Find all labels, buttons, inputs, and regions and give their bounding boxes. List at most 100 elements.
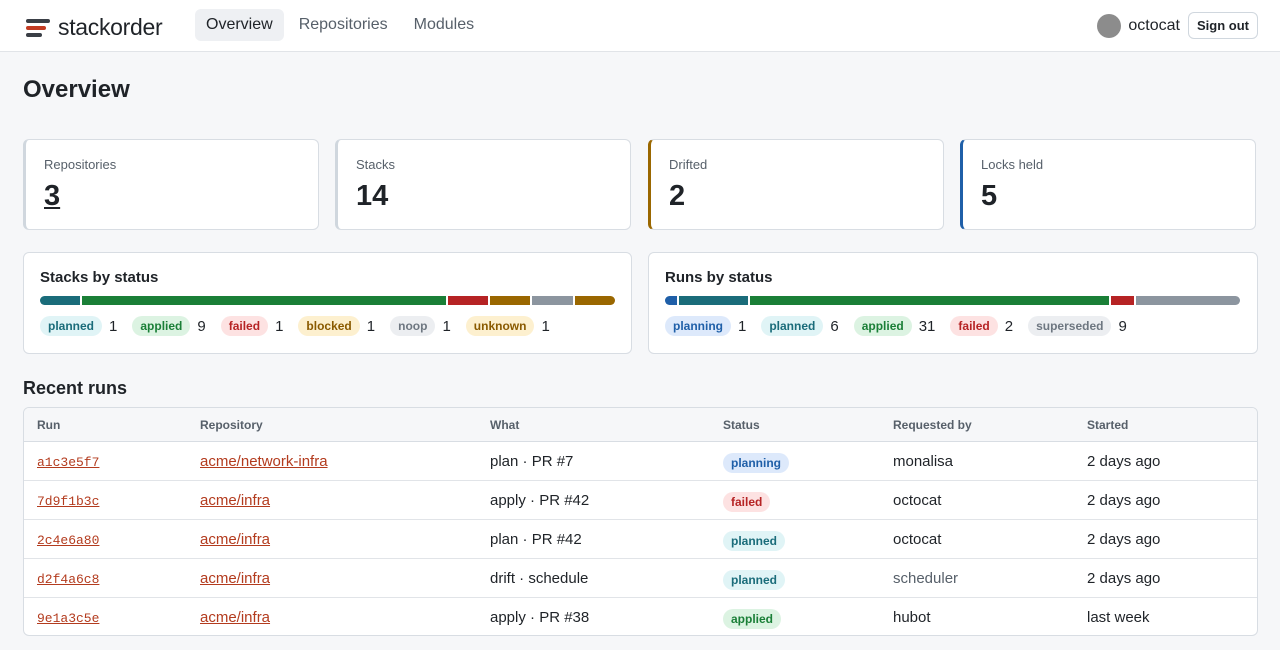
status-count: 6 [830,317,839,335]
status-count: 9 [197,317,206,335]
status-count: 1 [109,317,118,335]
table-row: 9e1a3c5e acme/infra apply · PR #38 applied h… [24,598,1257,635]
table-row: 2c4e6a80 acme/infra plan · PR #42 planned oc… [24,520,1257,559]
stat-card-drifted: Drifted 2 [648,139,944,230]
runs-by-status-panel: Runs by status planning 1 planned 6 applied 3… [648,252,1258,354]
status-bar-segment-superseded [1135,296,1240,305]
legend-item-planning: planning 1 [665,316,746,336]
status-bar-segment-applied [750,296,1109,305]
table-row: a1c3e5f7 acme/network-infra plan · PR #7 pl… [24,442,1257,481]
started-time: 2 days ago [1087,531,1161,548]
status-badge: failed [950,316,998,336]
status-count: 1 [275,317,284,335]
stat-value: 5 [981,180,998,212]
status-badge: failed [220,316,269,336]
recent-runs-title: Recent runs [23,378,128,398]
started-time: 2 days ago [1087,453,1161,470]
panel-title: Stacks by status [40,269,159,286]
runs-status-legend: planning 1 planned 6 applied 31 failed 2 superse… [665,316,1142,336]
status-bar-segment-failed [447,296,488,305]
status-count: 31 [918,317,936,335]
status-badge: blocked [298,316,360,336]
status-bar-segment-noop [532,296,573,305]
status-count: 9 [1118,317,1127,335]
status-bar-segment-unknown [574,296,615,305]
legend-item-unknown: unknown 1 [465,316,550,336]
legend-item-failed: failed 2 [950,316,1013,336]
run-description: plan · PR #7 [490,453,574,470]
column-header-run: Run [37,418,61,432]
status-bar-segment-planning [665,296,677,305]
requested-by: hubot [893,609,931,626]
run-status-cell: planned [723,570,786,590]
status-count: 1 [541,317,550,335]
legend-item-planned: planned 1 [40,316,117,336]
user-menu: octocat Sign out [1097,12,1258,39]
column-header-started: Started [1087,418,1129,432]
column-header-what: What [490,418,520,432]
legend-item-failed: failed 1 [220,316,284,336]
status-badge: planned [723,570,786,590]
sign-out-button[interactable]: Sign out [1188,12,1258,39]
status-badge: unknown [465,316,535,336]
status-bar-segment-failed [1110,296,1134,305]
repository-link[interactable]: acme/infra [200,492,271,509]
legend-item-blocked: blocked 1 [298,316,375,336]
run-status-cell: planning [723,453,789,473]
stat-value: 14 [356,180,389,212]
status-count: 2 [1004,317,1014,335]
stat-value: 2 [669,180,686,212]
nav-repositories[interactable]: Repositories [298,16,388,33]
main-nav: Overview Repositories Modules [195,9,489,41]
legend-item-noop: noop 1 [390,316,451,336]
requested-by: octocat [893,492,942,509]
status-badge: planning [665,316,731,336]
nav-modules[interactable]: Modules [413,16,475,33]
stat-label: Stacks [356,157,396,172]
status-badge: planned [723,531,786,551]
run-id-link[interactable]: a1c3e5f7 [37,455,100,470]
status-bar-segment-applied [82,296,446,305]
top-bar: stackorder Overview Repositories Modules… [0,0,1280,52]
runs-status-bar [665,296,1240,305]
repository-link[interactable]: acme/infra [200,609,271,626]
started-time: 2 days ago [1087,492,1161,509]
legend-item-planned: planned 6 [761,316,839,336]
run-id-link[interactable]: d2f4a6c8 [37,572,100,587]
legend-item-applied: applied 9 [132,316,206,336]
status-count: 1 [442,317,451,335]
started-time: 2 days ago [1087,570,1161,587]
run-id-link[interactable]: 2c4e6a80 [37,533,100,548]
status-bar-segment-blocked [489,296,531,305]
run-id-link[interactable]: 7d9f1b3c [37,494,100,509]
stack-logo-icon [26,17,50,39]
brand-logo[interactable]: stackorder [26,14,163,41]
recent-runs-table: Run Repository What Status Requested by … [23,407,1258,636]
stacks-status-legend: planned 1 applied 9 failed 1 blocked 1 noop 1 unkn… [40,316,565,336]
table-body: a1c3e5f7 acme/network-infra plan · PR #7 pl… [24,442,1257,635]
stat-value-link[interactable]: 3 [44,180,61,212]
stat-label: Drifted [669,157,708,172]
status-badge: planning [723,453,789,473]
username: octocat [1128,16,1180,34]
status-count: 1 [366,317,376,335]
nav-overview[interactable]: Overview [195,9,284,41]
status-bar-segment-planned [40,296,81,305]
brand-name: stackorder [58,14,163,40]
repository-link[interactable]: acme/network-infra [200,453,328,470]
table-row: 7d9f1b3c acme/infra apply · PR #42 failed oc… [24,481,1257,520]
run-id-link[interactable]: 9e1a3c5e [37,611,100,626]
status-badge: noop [390,316,436,336]
status-badge: applied [853,316,912,336]
status-badge: failed [723,492,771,512]
requested-by: scheduler [893,570,959,587]
run-description: plan · PR #42 [490,531,582,548]
stacks-status-bar [40,296,615,305]
column-header-requested-by: Requested by [893,418,972,432]
repository-link[interactable]: acme/infra [200,570,271,587]
stat-card-stacks: Stacks 14 [335,139,631,230]
run-description: apply · PR #38 [490,609,590,626]
status-count: 1 [738,317,747,335]
avatar[interactable] [1097,13,1122,38]
repository-link[interactable]: acme/infra [200,531,271,548]
